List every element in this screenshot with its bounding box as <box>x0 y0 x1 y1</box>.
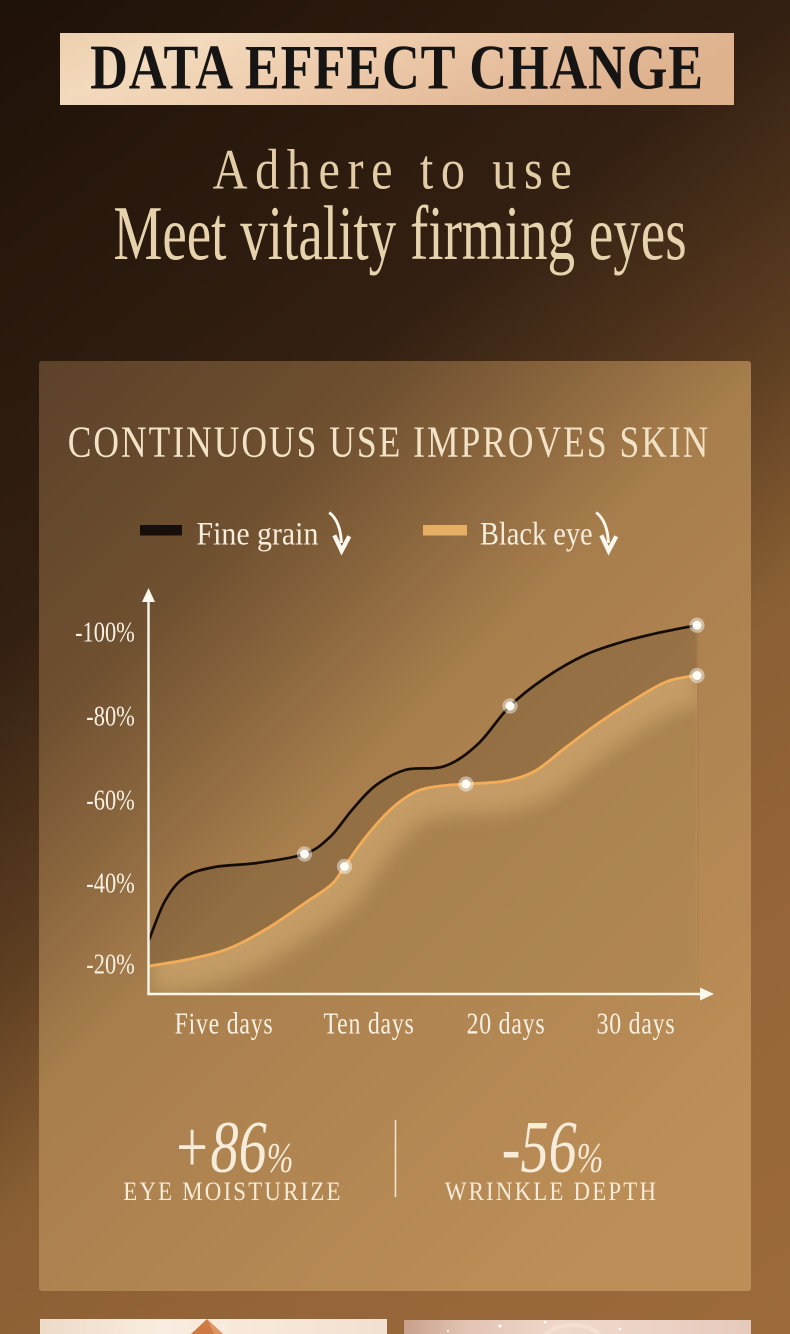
svg-text:-80%: -80% <box>86 701 135 732</box>
svg-text:WRINKLE DEPTH: WRINKLE DEPTH <box>445 1178 658 1207</box>
svg-text:30 days: 30 days <box>597 1007 676 1040</box>
svg-text:DATA EFFECT CHANGE: DATA EFFECT CHANGE <box>90 32 704 103</box>
svg-text:-20%: -20% <box>86 949 135 980</box>
svg-text:EYE MOISTURIZE: EYE MOISTURIZE <box>123 1178 342 1207</box>
svg-text:Meet vitality firming eyes: Meet vitality firming eyes <box>113 191 686 276</box>
svg-text:-40%: -40% <box>86 868 135 899</box>
svg-text:20 days: 20 days <box>467 1007 546 1040</box>
svg-text:Fine grain: Fine grain <box>197 515 319 552</box>
svg-text:Black eye: Black eye <box>480 516 593 552</box>
svg-text:Five days: Five days <box>175 1007 274 1040</box>
svg-text:CONTINUOUS USE IMPROVES SKIN: CONTINUOUS USE IMPROVES SKIN <box>68 417 711 467</box>
svg-text:Ten days: Ten days <box>323 1007 414 1040</box>
svg-text:-100%: -100% <box>75 617 135 648</box>
svg-text:-60%: -60% <box>86 785 135 816</box>
svg-text:Adhere to use: Adhere to use <box>213 139 580 202</box>
